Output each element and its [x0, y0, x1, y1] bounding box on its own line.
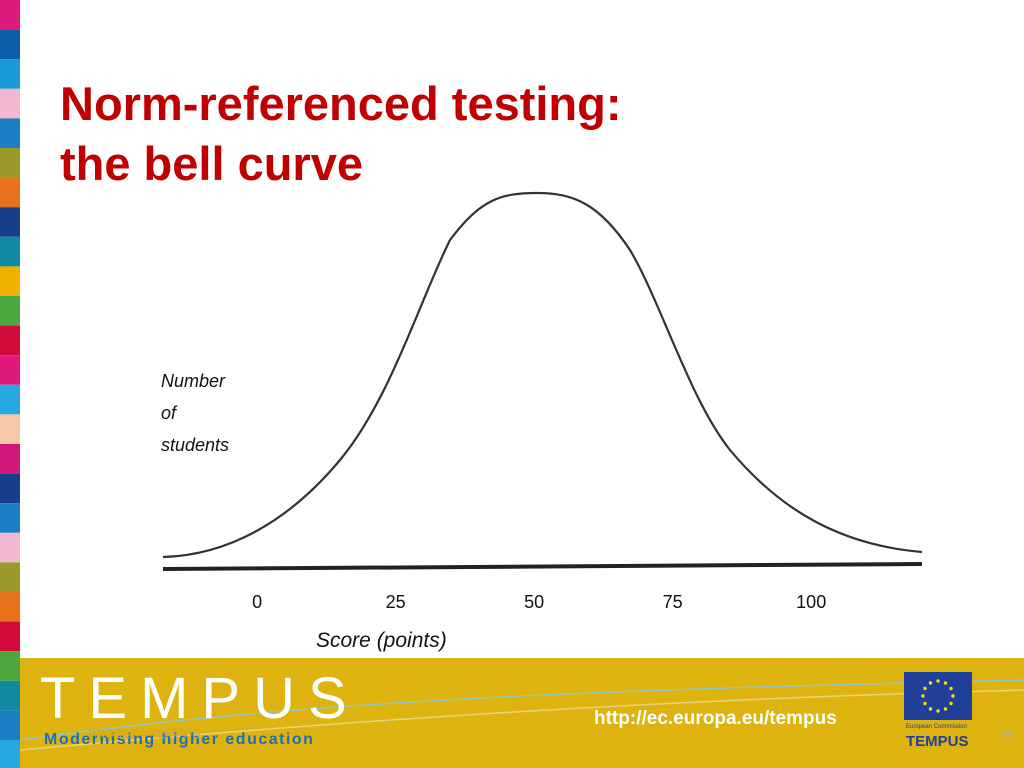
url: http://ec.europa.eu/tempus	[594, 708, 837, 729]
stripe-block	[0, 473, 20, 504]
eu-stars	[921, 679, 955, 713]
title-line: Norm-referenced testing:	[60, 77, 622, 130]
stripe-block	[0, 621, 20, 652]
stripe-block	[0, 325, 20, 356]
y-axis-label: Number	[161, 371, 226, 391]
star	[928, 681, 933, 685]
x-tick-label: 0	[252, 592, 262, 612]
stripe-block	[0, 503, 20, 533]
stripe-block	[0, 177, 20, 208]
tempus-logo: TEMPUS	[40, 666, 360, 731]
stripe-block	[0, 562, 20, 592]
star	[951, 694, 955, 698]
star	[928, 707, 933, 711]
x-axis	[162, 562, 923, 571]
stripe-block	[0, 592, 20, 622]
star	[936, 679, 940, 683]
banner-swoosh	[19, 689, 1024, 751]
eu-caption: European Commission	[906, 724, 967, 730]
stripe-block	[0, 29, 20, 60]
stripe-block	[0, 266, 20, 296]
x-tick-label: 75	[663, 592, 683, 612]
star	[936, 709, 940, 713]
banner	[20, 658, 1024, 768]
star	[949, 686, 953, 691]
stripe-block	[0, 236, 20, 267]
eu-name: TEMPUS	[906, 733, 969, 750]
stripe-block	[0, 710, 20, 740]
stripe-block	[0, 740, 20, 768]
stripe-block	[0, 355, 20, 385]
star	[923, 701, 927, 706]
title-line: the bell curve	[60, 137, 363, 190]
y-axis-label: of	[161, 403, 178, 423]
bell-curve	[162, 191, 923, 559]
star	[923, 686, 927, 691]
y-axis-label: students	[161, 435, 229, 455]
stripe-block	[0, 118, 20, 148]
stripe-block	[0, 148, 20, 178]
page-number: 15	[997, 727, 1013, 743]
stripe-block	[0, 384, 20, 415]
x-tick-label: 100	[796, 592, 826, 612]
color-stripe	[0, 0, 20, 768]
stripe-block	[0, 680, 20, 711]
tagline: Modernising higher education	[44, 731, 314, 748]
banner-swoosh	[19, 679, 1024, 741]
stripe-block	[0, 651, 20, 681]
eu-flag	[904, 672, 972, 720]
stripe-block	[0, 0, 20, 30]
stripe-block	[0, 296, 20, 326]
x-tick-label: 50	[524, 592, 544, 612]
star	[943, 707, 948, 711]
x-tick-label: 25	[386, 592, 406, 612]
x-ticks: 0 25 50 75 100	[252, 592, 826, 612]
footer-left: PROSET – TEMPUS	[88, 727, 200, 741]
stripe-block	[0, 414, 20, 444]
stripe-block	[0, 59, 20, 89]
stripe-block	[0, 88, 20, 119]
star	[943, 681, 948, 685]
star	[921, 694, 925, 698]
x-axis-label: Score (points)	[316, 629, 447, 652]
stripe-block	[0, 532, 20, 563]
stripe-block	[0, 207, 20, 237]
star	[949, 701, 953, 706]
stripe-block	[0, 444, 20, 474]
